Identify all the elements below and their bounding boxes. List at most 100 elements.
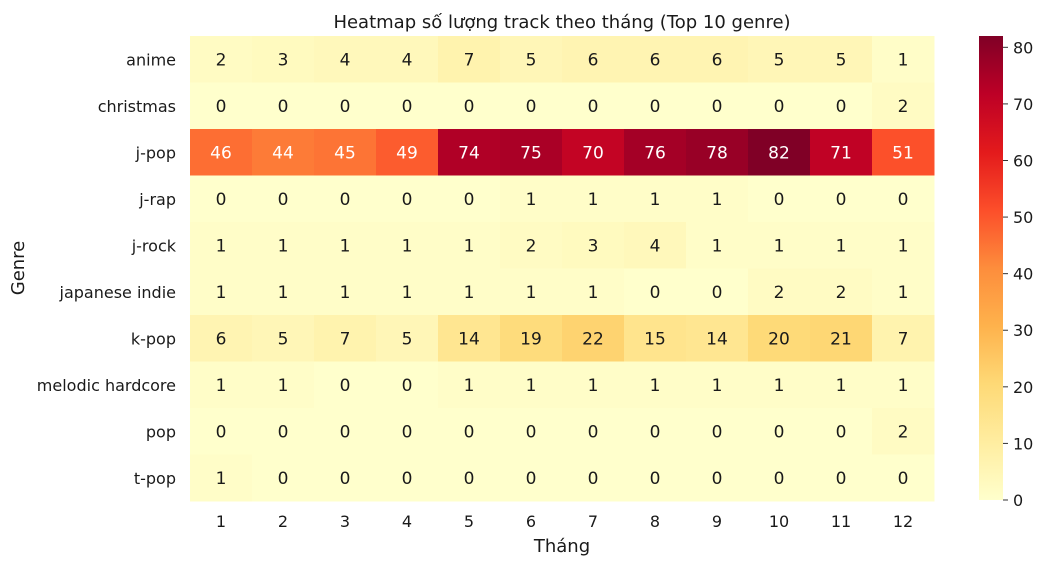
cell-value-label: 0	[402, 469, 413, 489]
cell-value-label: 1	[588, 190, 599, 210]
y-tick-label: t-pop	[134, 469, 176, 488]
cell-value-label: 0	[712, 469, 723, 489]
y-tick-label: christmas	[98, 97, 176, 116]
heatmap-cell	[624, 268, 687, 316]
heatmap-cell	[624, 454, 687, 502]
cell-value-label: 5	[774, 50, 785, 70]
heatmap-cell	[500, 361, 563, 409]
heatmap-cell	[438, 361, 501, 409]
cell-value-label: 1	[216, 283, 227, 303]
cell-value-label: 82	[768, 143, 790, 163]
cell-value-label: 4	[340, 50, 351, 70]
cell-value-label: 6	[712, 50, 723, 70]
heatmap-cell	[562, 82, 625, 130]
cell-value-label: 0	[650, 469, 661, 489]
cell-value-label: 2	[216, 50, 227, 70]
heatmap-cell	[438, 454, 501, 502]
cell-value-label: 0	[216, 190, 227, 210]
heatmap-cell	[748, 268, 811, 316]
heatmap-cell	[190, 175, 253, 223]
cell-value-label: 0	[278, 422, 289, 442]
cell-value-label: 4	[402, 50, 413, 70]
colorbar-tick-label: 40	[1013, 265, 1033, 284]
x-tick-label: 1	[216, 512, 226, 531]
cell-value-label: 1	[712, 190, 723, 210]
cell-value-label: 1	[526, 283, 537, 303]
cell-value-label: 3	[588, 236, 599, 256]
cell-value-label: 45	[334, 143, 356, 163]
cell-value-label: 46	[210, 143, 232, 163]
heatmap-cell	[190, 36, 253, 83]
heatmap-cell	[438, 268, 501, 316]
cell-value-label: 1	[588, 283, 599, 303]
heatmap-cell	[376, 361, 439, 409]
colorbar-tick-label: 70	[1013, 95, 1033, 114]
heatmap-cell	[562, 36, 625, 83]
cell-value-label: 51	[892, 143, 914, 163]
cell-value-label: 1	[898, 376, 909, 396]
cell-value-label: 0	[774, 422, 785, 442]
y-tick-label: k-pop	[131, 329, 176, 348]
cell-value-label: 7	[898, 329, 909, 349]
heatmap-cell	[314, 222, 377, 269]
cell-value-label: 3	[278, 50, 289, 70]
heatmap-cell	[624, 129, 687, 176]
heatmap-cell	[810, 222, 873, 269]
heatmap-cell	[624, 175, 687, 223]
cell-value-label: 1	[774, 236, 785, 256]
colorbar-tick-label: 60	[1013, 151, 1033, 170]
heatmap-cell	[624, 82, 687, 130]
heatmap-cell	[748, 361, 811, 409]
x-axis-label: Tháng	[533, 536, 590, 557]
x-tick-label: 6	[526, 512, 536, 531]
cell-value-label: 0	[402, 97, 413, 117]
cell-value-label: 5	[402, 329, 413, 349]
cell-value-label: 0	[588, 97, 599, 117]
heatmap-cell	[562, 222, 625, 269]
heatmap-cell	[314, 268, 377, 316]
cell-value-label: 0	[402, 422, 413, 442]
heatmap-cell	[562, 175, 625, 223]
cell-value-label: 6	[650, 50, 661, 70]
cell-value-label: 0	[774, 97, 785, 117]
x-tick-label: 7	[588, 512, 598, 531]
heatmap-cell	[252, 222, 315, 269]
heatmap-cell	[376, 268, 439, 316]
cell-value-label: 7	[340, 329, 351, 349]
heatmap-cell	[314, 361, 377, 409]
cell-value-label: 0	[774, 469, 785, 489]
cell-value-label: 6	[216, 329, 227, 349]
heatmap-cell	[624, 36, 687, 83]
heatmap-cell	[748, 129, 811, 176]
heatmap-cell-labels: 2 3 4 4 7 5 6 6 6 5 5 10 0 0 0 0 0 0 0 0 0 0 246 44 45 49 74 75 70 76…	[210, 50, 914, 489]
heatmap-cell	[872, 268, 935, 316]
heatmap-cell	[562, 268, 625, 316]
heatmap-cell	[252, 36, 315, 83]
heatmap-cell	[314, 82, 377, 130]
cell-value-label: 19	[520, 329, 542, 349]
cell-value-label: 0	[464, 190, 475, 210]
cell-value-label: 1	[278, 376, 289, 396]
heatmap-cell	[500, 36, 563, 83]
cell-value-label: 1	[464, 283, 475, 303]
cell-value-label: 0	[526, 422, 537, 442]
y-tick-label: j-pop	[135, 143, 176, 162]
heatmap-cell	[252, 408, 315, 455]
colorbar-tick-label: 20	[1013, 378, 1033, 397]
heatmap-cell	[686, 222, 749, 269]
cell-value-label: 1	[464, 236, 475, 256]
heatmap-cell	[686, 315, 749, 362]
cell-value-label: 74	[458, 143, 480, 163]
cell-value-label: 44	[272, 143, 294, 163]
cell-value-label: 1	[526, 376, 537, 396]
cell-value-label: 71	[830, 143, 852, 163]
cell-value-label: 0	[216, 422, 227, 442]
heatmap-cell	[190, 361, 253, 409]
cell-value-label: 1	[650, 190, 661, 210]
cell-value-label: 0	[836, 422, 847, 442]
cell-value-label: 0	[712, 422, 723, 442]
heatmap-cell	[190, 268, 253, 316]
cell-value-label: 21	[830, 329, 852, 349]
heatmap-cell	[190, 82, 253, 130]
